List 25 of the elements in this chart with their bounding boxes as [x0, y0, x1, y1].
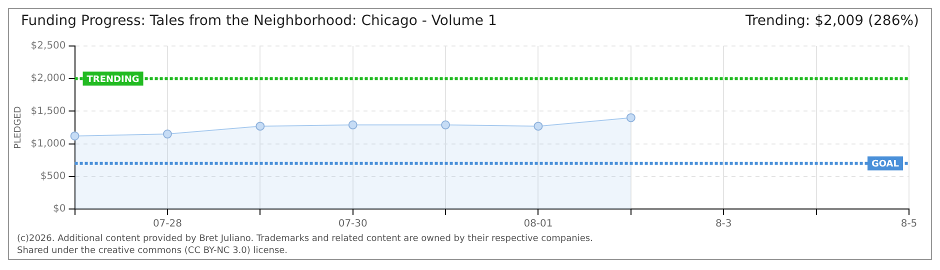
- y-tick-label: $0: [53, 204, 66, 215]
- y-tick-label: $500: [40, 170, 66, 182]
- point: [162, 130, 172, 139]
- y-tick-label: $2,500: [30, 40, 66, 52]
- chart-subtitle: Trending: $2,009 (286%): [745, 13, 919, 31]
- y-tick-label: $1,500: [30, 106, 66, 117]
- y-axis-title: PLEDGED: [14, 106, 24, 149]
- ref-line-label: TRENDING: [86, 74, 140, 85]
- point: [70, 131, 80, 140]
- ref-line-label: GOAL: [872, 160, 900, 170]
- x-tick-label: 8-3: [715, 218, 732, 230]
- point: [441, 120, 450, 130]
- point: [348, 120, 358, 130]
- y-tick-label: $2,000: [30, 73, 66, 84]
- y-tick-label: $1,000: [30, 138, 66, 150]
- x-tick-label: 07-28: [152, 218, 182, 230]
- x-tick-label: 08-01: [524, 218, 553, 230]
- point: [626, 113, 636, 122]
- text: (c)2026. Additional content provided by Bret Juliano. Trademarks and related content are owned by their respective companies.: [17, 233, 594, 245]
- x-tick-label: 8-5: [900, 218, 918, 230]
- point: [256, 122, 265, 131]
- x-tick-label: 07-30: [338, 218, 368, 230]
- point: [534, 122, 543, 131]
- chart-title: Funding Progress: Tales from the Neighborhood: Chicago - Volume 1: [21, 13, 497, 31]
- text: Shared under the creative commons (CC BY-NC 3.0) license.: [17, 245, 289, 257]
